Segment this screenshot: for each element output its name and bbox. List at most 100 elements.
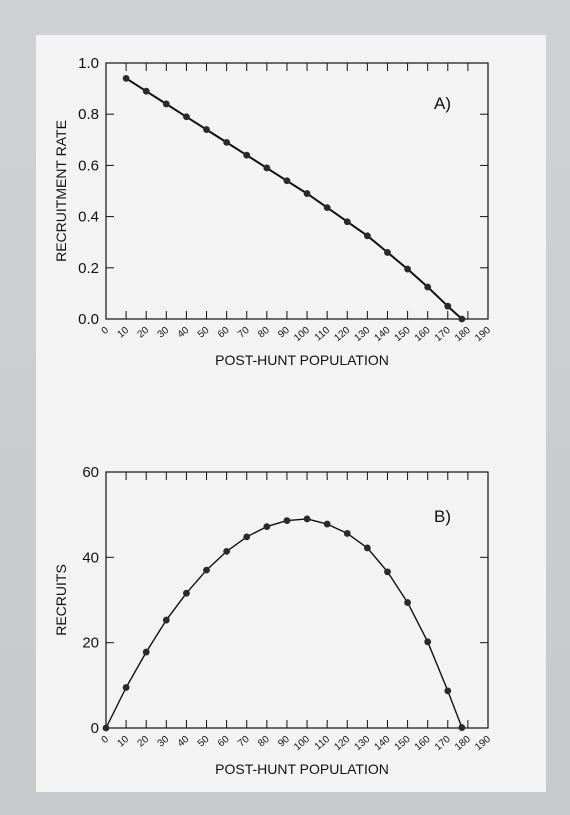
chart-a-data-point	[404, 265, 411, 273]
chart-b-y-tick-label: 40	[82, 549, 99, 566]
chart-a-x-tick-label: 10	[115, 325, 131, 341]
figure-panel: 0 10 20 30 40 50 60 70 80 90 100 110 120 130 140 150 160…	[36, 35, 546, 792]
chart-a-data-point	[162, 100, 170, 108]
chart-a-y-tick-label: 1.0	[78, 55, 99, 72]
chart-b-data-point	[458, 724, 466, 731]
chart-b-data-point	[183, 589, 190, 597]
chart-b-data-point	[444, 687, 452, 695]
chart-a-x-tick-label: 130	[352, 325, 372, 344]
chart-a-data-point	[363, 232, 371, 240]
chart-a-data-point	[223, 138, 231, 146]
chart-a-x-tick-label: 160	[413, 325, 433, 344]
chart-b-y-tick-label: 0	[91, 720, 99, 737]
chart-a-x-tick-label: 80	[256, 325, 272, 341]
chart-b-data-point	[122, 684, 130, 691]
chart-a-y-tick-label: 0.4	[78, 209, 99, 226]
chart-b-x-tick-label: 100	[292, 734, 312, 753]
chart-a-x-tick-label: 90	[276, 325, 292, 341]
chart-b-x-tick-label: 70	[236, 734, 252, 750]
chart-a-x-axis-label: POST-HUNT POPULATION	[215, 352, 389, 368]
chart-b-data-point	[323, 520, 331, 528]
chart-a-data-point	[323, 204, 331, 212]
chart-a-data-point	[458, 315, 466, 323]
chart-a-data-point	[203, 126, 210, 133]
chart-a-series-line	[125, 77, 463, 320]
chart-b-data-point	[203, 566, 210, 574]
chart-b-data-point	[303, 515, 311, 523]
chart-b-y-axis-label: RECRUITS	[53, 564, 69, 636]
chart-b-x-tick-label: 20	[136, 734, 152, 750]
chart-b-series-line	[105, 518, 463, 729]
chart-a-data-point	[142, 87, 150, 95]
chart-b-plot-frame	[105, 471, 489, 729]
chart-a-plot-frame	[105, 62, 489, 320]
chart-b-data-point	[142, 648, 150, 656]
chart-b-x-tick-label: 30	[156, 734, 172, 750]
chart-a-x-tick-label: 20	[136, 325, 152, 341]
chart-a-x-tick-label: 170	[433, 325, 453, 344]
chart-b-y-tick-label: 20	[82, 635, 99, 652]
chart-a-panel-label: A)	[434, 94, 451, 113]
chart-a-data-point	[243, 151, 251, 159]
chart-a-data-point	[183, 113, 190, 121]
chart-b-x-tick-label: 150	[393, 734, 413, 753]
chart-a-y-tick-label: 0.8	[78, 106, 99, 123]
chart-b-data-point	[283, 517, 291, 525]
chart-b-y-tick-label: 60	[82, 464, 99, 481]
chart-a-y-tick-label: 0.2	[78, 260, 99, 277]
chart-a-x-tick-label: 110	[313, 325, 333, 344]
chart-b-x-tick-label: 40	[176, 734, 192, 750]
chart-b-data-point	[384, 568, 391, 576]
chart-b-panel-label: B)	[434, 507, 451, 526]
chart-a-x-tick-label: 150	[393, 325, 413, 344]
chart-b-data-point	[102, 724, 110, 732]
chart-a-x-tick-label: 180	[453, 325, 473, 344]
chart-a-x-tick-label: 0	[100, 325, 112, 337]
chart-a-y-tick-label: 0.6	[78, 157, 99, 174]
chart-b-x-tick-label: 50	[196, 734, 212, 750]
chart-b-data-point	[223, 547, 231, 555]
chart-a-x-tick-label: 100	[292, 325, 312, 344]
chart-b-x-tick-label: 130	[352, 734, 372, 753]
chart-a-data-point	[444, 302, 452, 310]
chart-a: 0 10 20 30 40 50 60 70 80 90 100 110 120 130 140 150 160…	[53, 55, 493, 368]
chart-a-data-point	[263, 164, 271, 172]
chart-a-x-tick-label: 40	[176, 325, 192, 341]
chart-b-data-point	[243, 533, 251, 541]
chart-a-x-tick-label: 30	[156, 325, 172, 341]
chart-b-x-tick-label: 190	[473, 734, 493, 753]
chart-b-data-point	[404, 599, 411, 606]
chart-a-data-point	[424, 283, 432, 291]
chart-b-data-point	[424, 638, 432, 646]
chart-b-x-axis-label: POST-HUNT POPULATION	[215, 761, 389, 777]
chart-a-y-tick-label: 0.0	[78, 311, 99, 328]
chart-b-x-tick-label: 0	[100, 734, 112, 746]
chart-a-data-point	[303, 190, 311, 197]
chart-a-x-tick-label: 60	[216, 325, 232, 341]
chart-b-x-tick-label: 60	[216, 734, 232, 750]
chart-a-x-tick-label: 140	[373, 325, 393, 344]
figure-svg: 0 10 20 30 40 50 60 70 80 90 100 110 120 130 140 150 160…	[53, 55, 493, 777]
chart-b-x-tick-label: 170	[433, 734, 453, 753]
chart-b-x-tick-label: 80	[256, 734, 272, 750]
chart-b-x-tick-label: 180	[453, 734, 473, 753]
chart-b-data-point	[343, 530, 351, 537]
chart-a-data-point	[384, 249, 391, 256]
chart-a-x-tick-label: 50	[196, 325, 212, 341]
chart-a-x-tick-label: 190	[473, 325, 493, 344]
chart-a-x-tick-label: 120	[332, 325, 352, 344]
chart-b-x-tick-label: 140	[373, 734, 393, 753]
chart-b: 0 10 20 30 40 50 60 70 80 90 100 110 120 130 140 150 160…	[53, 464, 493, 777]
chart-a-y-axis-label: RECRUITMENT RATE	[53, 120, 69, 262]
chart-b-x-tick-label: 120	[332, 734, 352, 753]
chart-b-data-point	[363, 544, 371, 552]
chart-a-data-point	[122, 74, 130, 82]
chart-b-data-point	[263, 523, 271, 531]
chart-b-x-tick-label: 90	[276, 734, 292, 750]
chart-b-x-tick-label: 110	[313, 734, 333, 753]
chart-b-data-point	[162, 616, 170, 624]
chart-a-data-point	[343, 218, 351, 226]
chart-b-x-tick-label: 10	[115, 734, 131, 750]
chart-b-x-tick-label: 160	[413, 734, 433, 753]
